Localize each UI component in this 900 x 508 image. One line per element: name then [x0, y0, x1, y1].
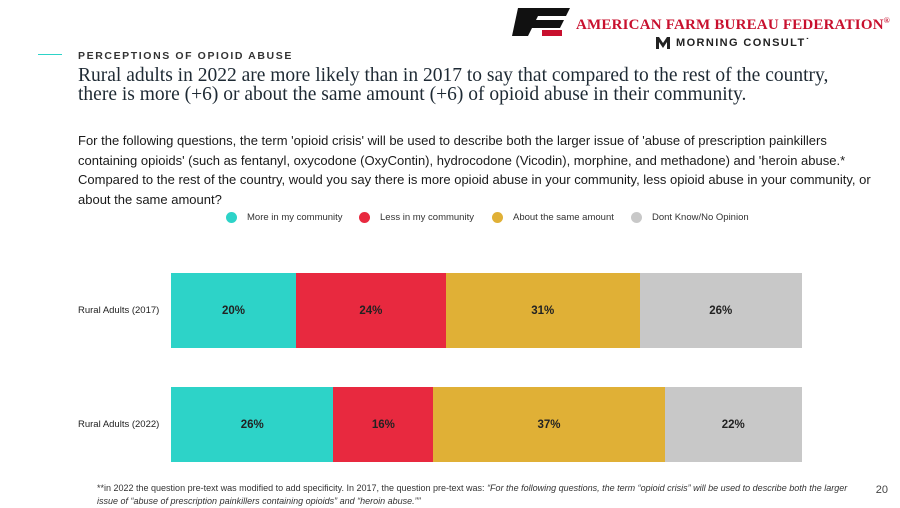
legend-swatch — [631, 212, 642, 223]
question-text: For the following questions, the term 'o… — [78, 133, 871, 207]
section-label: PERCEPTIONS OF OPIOID ABUSE — [78, 50, 293, 62]
chart-legend: More in my community Less in my community… — [0, 212, 900, 230]
org-name: AMERICAN FARM BUREAU FEDERATION® — [576, 16, 890, 33]
page-number: 20 — [875, 484, 888, 496]
footnote-quote: “For the following questions, the term “… — [97, 483, 848, 506]
data-label: 26% — [240, 418, 264, 431]
data-label: 20% — [221, 304, 245, 317]
data-label: 26% — [709, 304, 733, 317]
data-label: 24% — [359, 304, 383, 317]
legend-swatch — [492, 212, 503, 223]
legend-swatch — [359, 212, 370, 223]
data-label: 22% — [721, 418, 745, 431]
legend-label: Dont Know/No Opinion — [652, 212, 749, 223]
data-label: 16% — [371, 418, 395, 431]
category-label: Rural Adults (2017) — [78, 304, 160, 316]
morning-consult-logo-icon — [656, 37, 670, 49]
bar-segment: 37% — [433, 387, 665, 462]
bar-segment: 20% — [171, 273, 296, 348]
partner-name: MORNING CONSULT˙ — [676, 37, 811, 49]
bar-segment: 24% — [295, 273, 446, 348]
footnote-lead: **in 2022 the question pre-text was modi… — [97, 483, 488, 493]
legend-item: Less in my community — [359, 212, 474, 223]
legend-item: Dont Know/No Opinion — [631, 212, 749, 223]
legend-item: More in my community — [226, 212, 343, 223]
bar-segment: 31% — [445, 273, 640, 348]
bar-row: 26% 16% 37% 22% — [171, 387, 802, 462]
legend-label: More in my community — [247, 212, 343, 223]
legend-swatch — [226, 212, 237, 223]
category-label: Rural Adults (2022) — [78, 418, 160, 430]
bar-segment: 22% — [664, 387, 802, 462]
legend-label: Less in my community — [380, 212, 474, 223]
data-label: 31% — [531, 304, 555, 317]
bar-segment: 16% — [333, 387, 434, 462]
bar-row: 20% 24% 31% 26% — [171, 273, 802, 348]
bar-segment: 26% — [171, 387, 334, 462]
afbf-logo-icon — [512, 8, 570, 36]
data-label: 37% — [537, 418, 561, 431]
headline: Rural adults in 2022 are more likely tha… — [78, 65, 829, 105]
footnote: **in 2022 the question pre-text was modi… — [97, 482, 857, 508]
legend-label: About the same amount — [513, 212, 614, 223]
bar-segment: 26% — [639, 273, 802, 348]
header-logos: AMERICAN FARM BUREAU FEDERATION® MORNING… — [510, 6, 890, 52]
legend-item: About the same amount — [492, 212, 614, 223]
section-accent-line — [38, 54, 62, 55]
